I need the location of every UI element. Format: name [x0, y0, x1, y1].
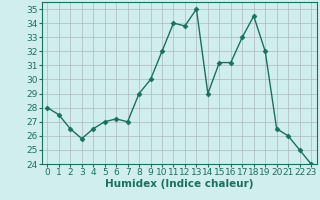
- X-axis label: Humidex (Indice chaleur): Humidex (Indice chaleur): [105, 179, 253, 189]
